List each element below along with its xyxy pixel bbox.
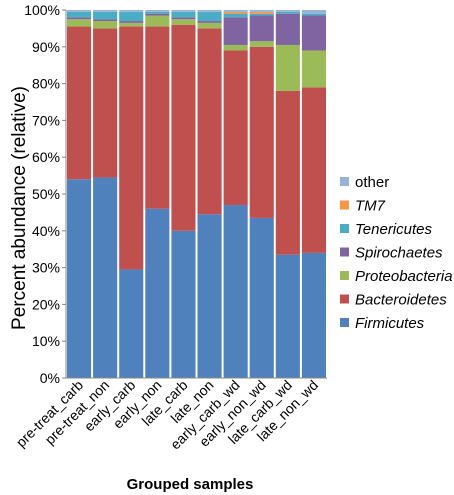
- bar-segment-other-early_carb_wd: [223, 10, 248, 12]
- y-tick-label: 100%: [24, 2, 60, 18]
- bar-segment-proteobacteria-late_non_wd: [301, 50, 326, 88]
- bar-segment-firmicutes-early_carb_wd: [223, 205, 248, 378]
- legend-swatch-bacteroidetes: [340, 294, 349, 304]
- y-tick-label: 50%: [32, 186, 60, 202]
- bar-segment-tenericutes-late_non: [197, 11, 222, 22]
- y-tick-label: 60%: [32, 149, 60, 165]
- bar-segment-tm7-early_carb_wd: [223, 11, 248, 14]
- bar-segment-proteobacteria-late_non: [197, 22, 222, 29]
- bar-segment-other-pre-treat_carb: [67, 10, 92, 12]
- bar-segment-firmicutes-early_carb: [119, 269, 144, 378]
- legend-swatch-proteobacteria: [340, 271, 349, 280]
- bar-segment-spirochaetes-early_non: [145, 13, 170, 16]
- bar-segment-tenericutes-late_carb_wd: [275, 11, 300, 14]
- bar-segment-proteobacteria-pre-treat_carb: [67, 19, 92, 27]
- legend-swatch-other: [340, 177, 349, 186]
- bar-segment-spirochaetes-late_carb: [171, 17, 196, 20]
- bar-segment-proteobacteria-early_non: [145, 15, 170, 27]
- bar-segment-spirochaetes-early_carb: [119, 21, 144, 23]
- y-tick-label: 0%: [40, 370, 60, 386]
- bar-segment-tenericutes-pre-treat_non: [93, 11, 118, 20]
- bar-segment-proteobacteria-pre-treat_non: [93, 21, 118, 29]
- bar-segment-other-pre-treat_non: [93, 10, 118, 12]
- bar-segment-bacteroidetes-early_carb_wd: [223, 50, 248, 206]
- y-tick-label: 40%: [32, 223, 60, 239]
- bar-segment-bacteroidetes-late_non_wd: [301, 87, 326, 253]
- bar-segment-other-late_non_wd: [301, 10, 326, 14]
- bar-segment-firmicutes-late_non: [197, 214, 222, 378]
- y-tick-label: 90%: [32, 39, 60, 55]
- bar-segment-spirochaetes-pre-treat_carb: [67, 17, 92, 20]
- bar-segment-bacteroidetes-early_non_wd: [249, 46, 274, 218]
- bar-segment-spirochaetes-late_non_wd: [301, 15, 326, 51]
- bar-segment-bacteroidetes-pre-treat_carb: [67, 26, 92, 180]
- y-tick-label: 80%: [32, 76, 60, 92]
- bar-segment-proteobacteria-early_carb_wd: [223, 44, 248, 51]
- legend-label-bacteroidetes: Bacteroidetes: [355, 292, 447, 309]
- bar-segment-spirochaetes-early_carb_wd: [223, 17, 248, 45]
- legend-swatch-tenericutes: [340, 224, 349, 233]
- bar-segment-other-late_carb: [171, 10, 196, 12]
- legend-swatch-tm7: [340, 200, 349, 210]
- bar-segment-firmicutes-late_carb: [171, 230, 196, 378]
- bar-segment-tenericutes-early_carb_wd: [223, 13, 248, 18]
- bar-segment-firmicutes-late_non_wd: [301, 252, 326, 378]
- bar-segment-tenericutes-pre-treat_carb: [67, 11, 92, 18]
- y-tick-label: 70%: [32, 112, 60, 128]
- bar-segment-spirochaetes-pre-treat_non: [93, 19, 118, 22]
- legend-label-firmicutes: Firmicutes: [355, 315, 425, 332]
- bar-segment-other-late_non: [197, 10, 222, 12]
- legend-label-tm7: TM7: [355, 198, 386, 215]
- bar-segment-spirochaetes-late_carb_wd: [275, 13, 300, 45]
- bar-segment-tenericutes-early_non: [145, 11, 170, 14]
- bar-segment-proteobacteria-early_carb: [119, 22, 144, 27]
- bar-segment-other-early_non: [145, 10, 170, 12]
- bar-segment-bacteroidetes-late_carb_wd: [275, 90, 300, 255]
- bar-segment-other-early_non_wd: [249, 10, 274, 12]
- bar-segment-bacteroidetes-late_non: [197, 28, 222, 215]
- bar-segment-firmicutes-early_non_wd: [249, 217, 274, 378]
- legend-label-proteobacteria: Proteobacteria: [355, 268, 453, 285]
- y-tick-label: 10%: [32, 333, 60, 349]
- x-tick-labels: pre-treat_carbpre-treat_nonearly_carbear…: [13, 377, 321, 453]
- bar-segment-tenericutes-late_carb: [171, 11, 196, 18]
- legend-label-spirochaetes: Spirochaetes: [355, 245, 443, 262]
- bar-segment-bacteroidetes-early_carb: [119, 26, 144, 270]
- bar-segment-bacteroidetes-pre-treat_non: [93, 28, 118, 178]
- bar-segment-firmicutes-pre-treat_non: [93, 177, 118, 378]
- bar-segment-firmicutes-pre-treat_carb: [67, 179, 92, 378]
- x-axis-label: Grouped samples: [127, 476, 254, 493]
- bars-group: [67, 10, 326, 378]
- y-axis-label: Percent abundance (relative): [9, 86, 30, 330]
- axes-group: [62, 9, 327, 379]
- bar-segment-proteobacteria-late_carb: [171, 19, 196, 25]
- bar-segment-spirochaetes-late_non: [197, 21, 222, 23]
- bar-segment-firmicutes-late_carb_wd: [275, 254, 300, 378]
- legend-swatch-spirochaetes: [340, 247, 349, 257]
- bar-segment-bacteroidetes-late_carb: [171, 24, 196, 231]
- bar-segment-tenericutes-late_non_wd: [301, 13, 326, 16]
- legend-swatch-firmicutes: [340, 318, 349, 327]
- y-tick-label: 20%: [32, 296, 60, 312]
- bar-segment-bacteroidetes-early_non: [145, 26, 170, 209]
- bar-segment-tm7-early_non_wd: [249, 11, 274, 14]
- bar-segment-proteobacteria-early_non_wd: [249, 41, 274, 47]
- y-tick-labels: 0% 10% 20% 30% 40% 50% 60% 70% 80% 90% 100%: [24, 2, 60, 386]
- bar-segment-tenericutes-early_carb: [119, 11, 144, 22]
- y-tick-label: 30%: [32, 260, 60, 276]
- bar-segment-other-late_carb_wd: [275, 10, 300, 12]
- bar-segment-other-early_carb: [119, 10, 144, 12]
- bar-segment-spirochaetes-early_non_wd: [249, 15, 274, 42]
- legend-label-other: other: [355, 174, 389, 191]
- bar-segment-proteobacteria-late_carb_wd: [275, 44, 300, 91]
- bar-segment-tenericutes-early_non_wd: [249, 13, 274, 16]
- legend-label-tenericutes: Tenericutes: [355, 221, 432, 238]
- bar-segment-firmicutes-early_non: [145, 208, 170, 378]
- legend: other TM7 Tenericutes Spirochaetes Proteobac…: [340, 174, 453, 332]
